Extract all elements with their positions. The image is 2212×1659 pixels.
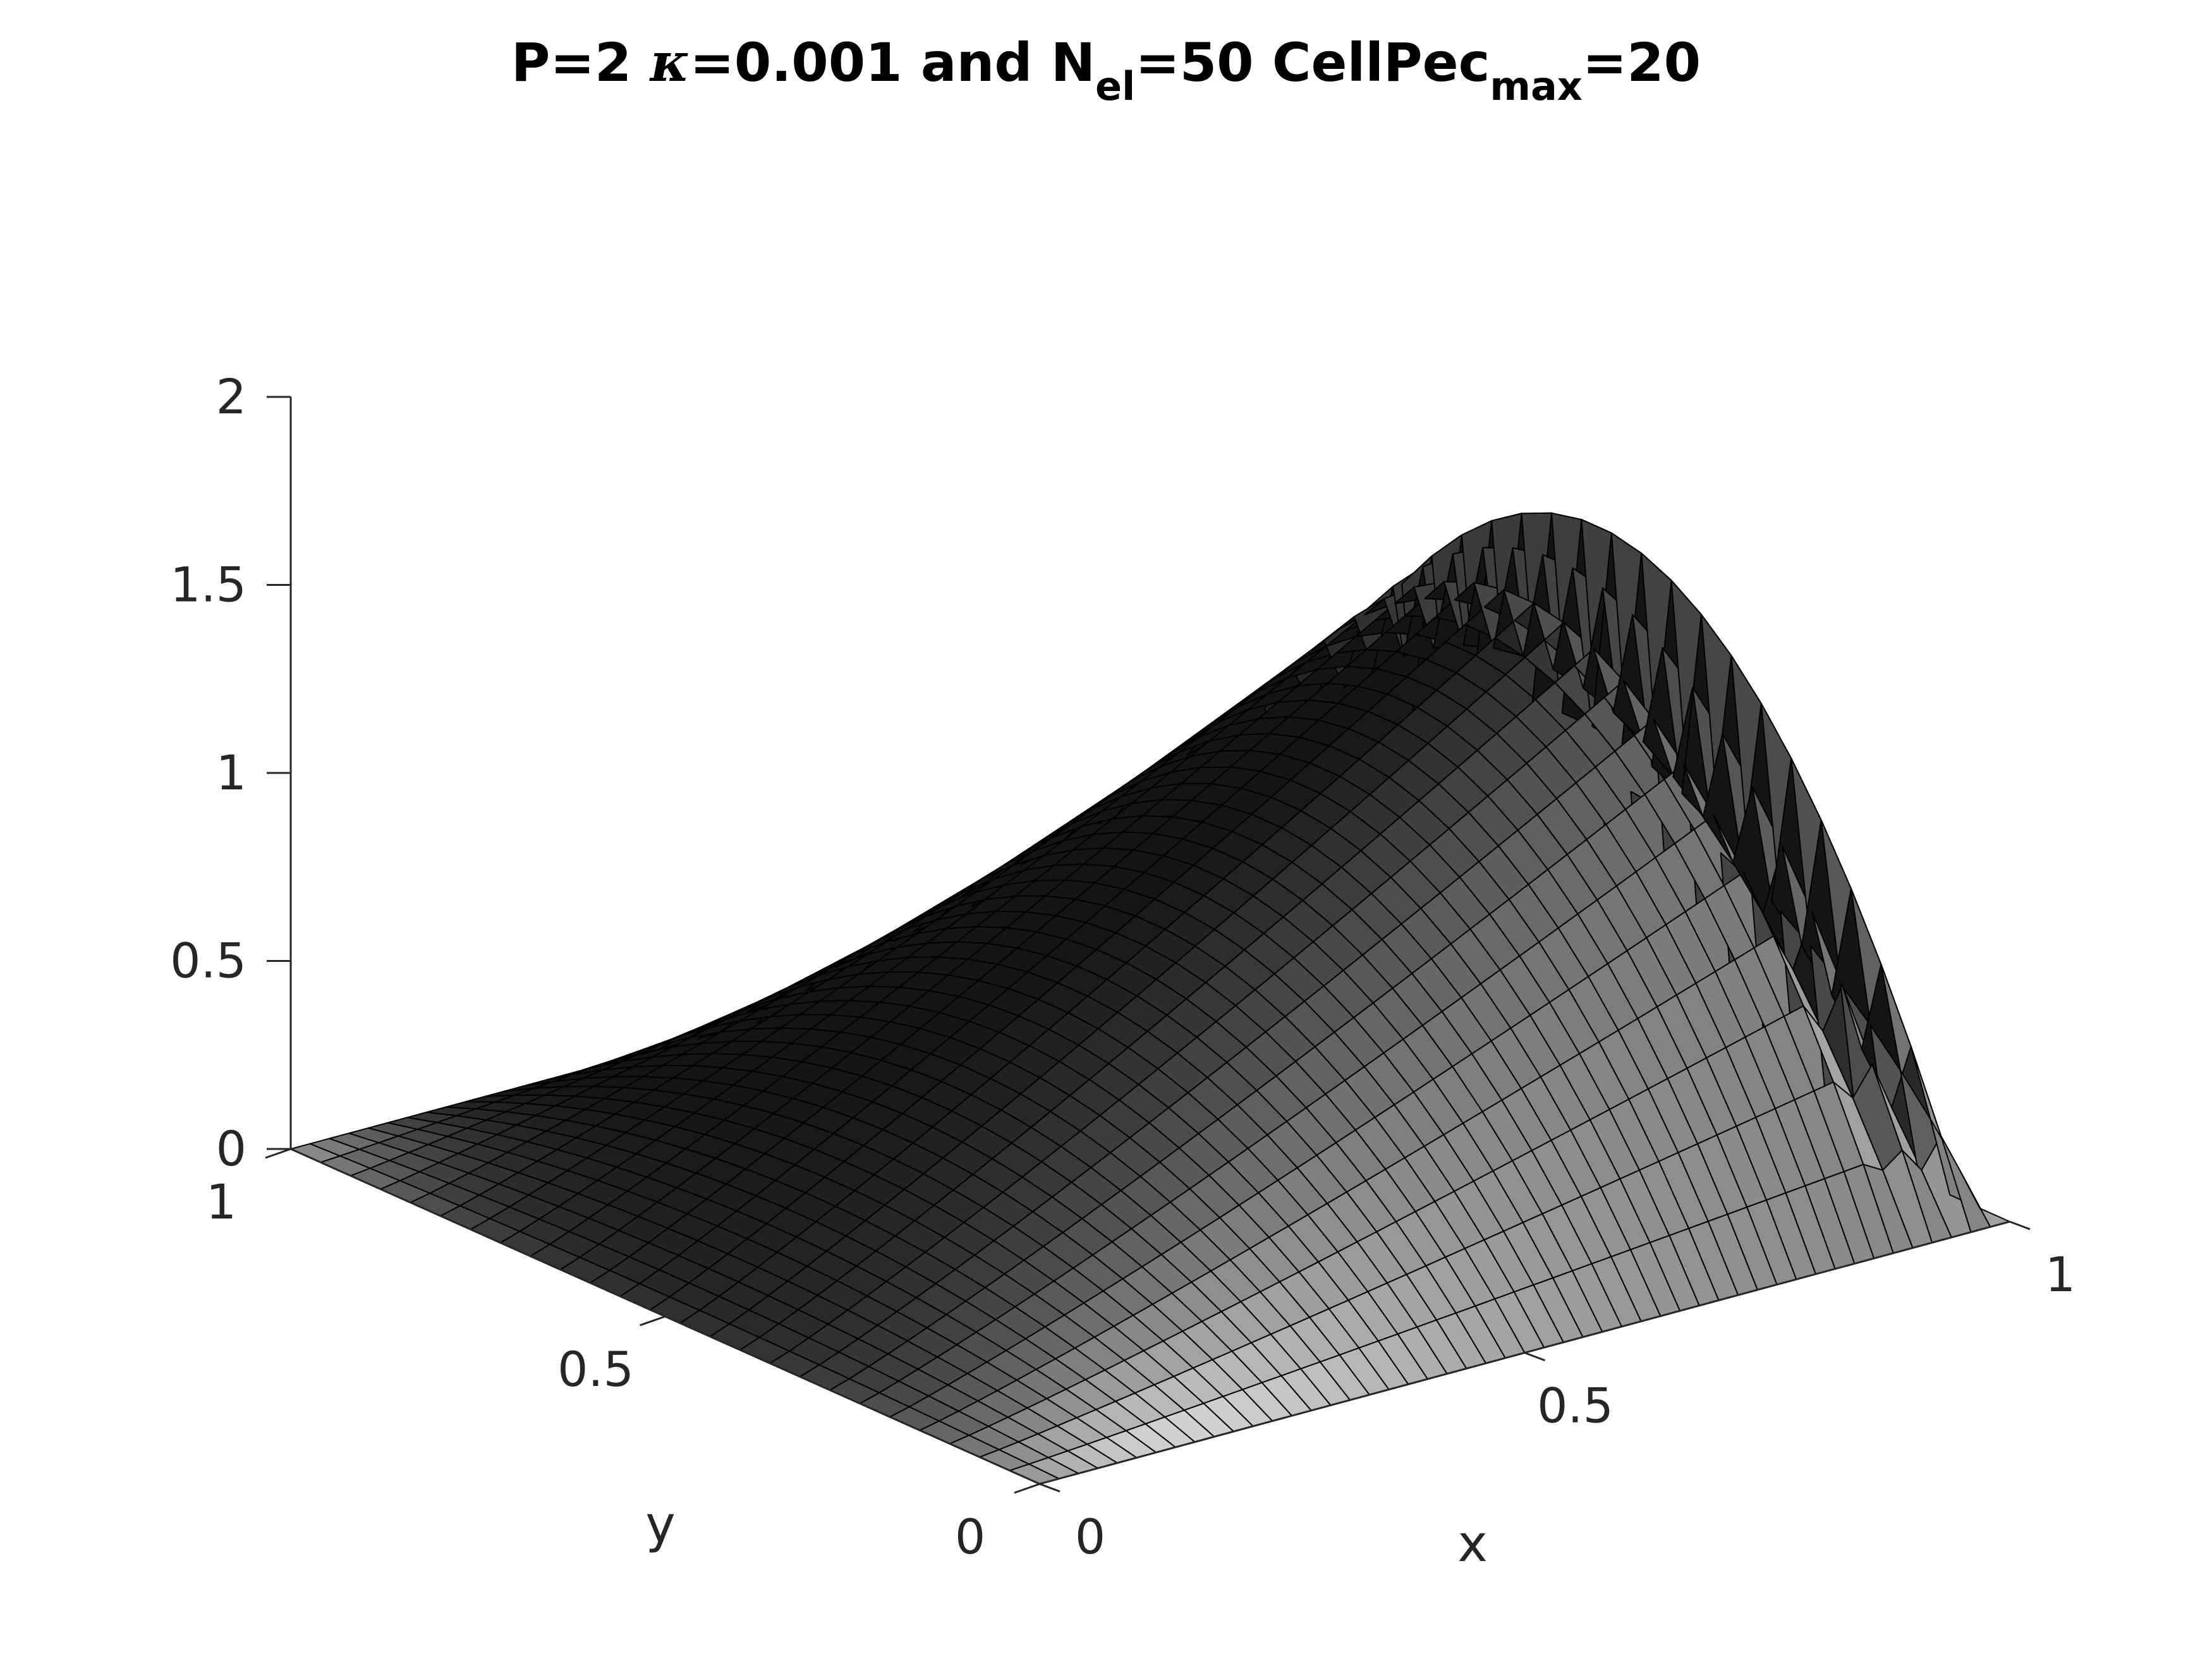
- x-tick: [1524, 1352, 1546, 1361]
- surface-mesh: [290, 512, 2010, 1485]
- y-tick-label: 0.5: [557, 1341, 634, 1397]
- x-tick-label: 0: [1075, 1509, 1105, 1565]
- z-tick-label: 2: [216, 368, 246, 425]
- x-tick-label: 1: [2045, 1246, 2075, 1303]
- y-tick: [640, 1315, 665, 1327]
- title-nel-sub: el: [1095, 63, 1135, 109]
- title-kappa: κ: [649, 31, 690, 94]
- title-nel-part: =50 CellPec: [1135, 32, 1490, 94]
- title-end: =20: [1583, 32, 1701, 94]
- y-tick: [1014, 1483, 1040, 1494]
- x-axis-label: x: [1457, 1514, 1487, 1573]
- y-tick: [265, 1148, 291, 1159]
- x-tick: [1039, 1483, 1060, 1493]
- chart-title: P=2 κ=0.001 and Nel=50 CellPecmax=20: [511, 31, 1701, 109]
- z-tick-label: 0.5: [170, 933, 246, 989]
- title-max-sub: max: [1490, 63, 1582, 109]
- title-kappa-part: =0.001 and N: [690, 32, 1095, 94]
- title-prefix: P=2: [511, 32, 650, 94]
- z-tick-label: 1: [216, 744, 246, 801]
- x-tick-label: 0.5: [1537, 1378, 1613, 1434]
- z-tick-label: 0: [216, 1121, 246, 1177]
- y-tick-label: 0: [955, 1509, 985, 1565]
- z-tick-label: 1.5: [170, 557, 246, 613]
- y-axis-label: y: [645, 1495, 675, 1554]
- y-tick-label: 1: [206, 1174, 236, 1230]
- x-tick: [2009, 1220, 2031, 1231]
